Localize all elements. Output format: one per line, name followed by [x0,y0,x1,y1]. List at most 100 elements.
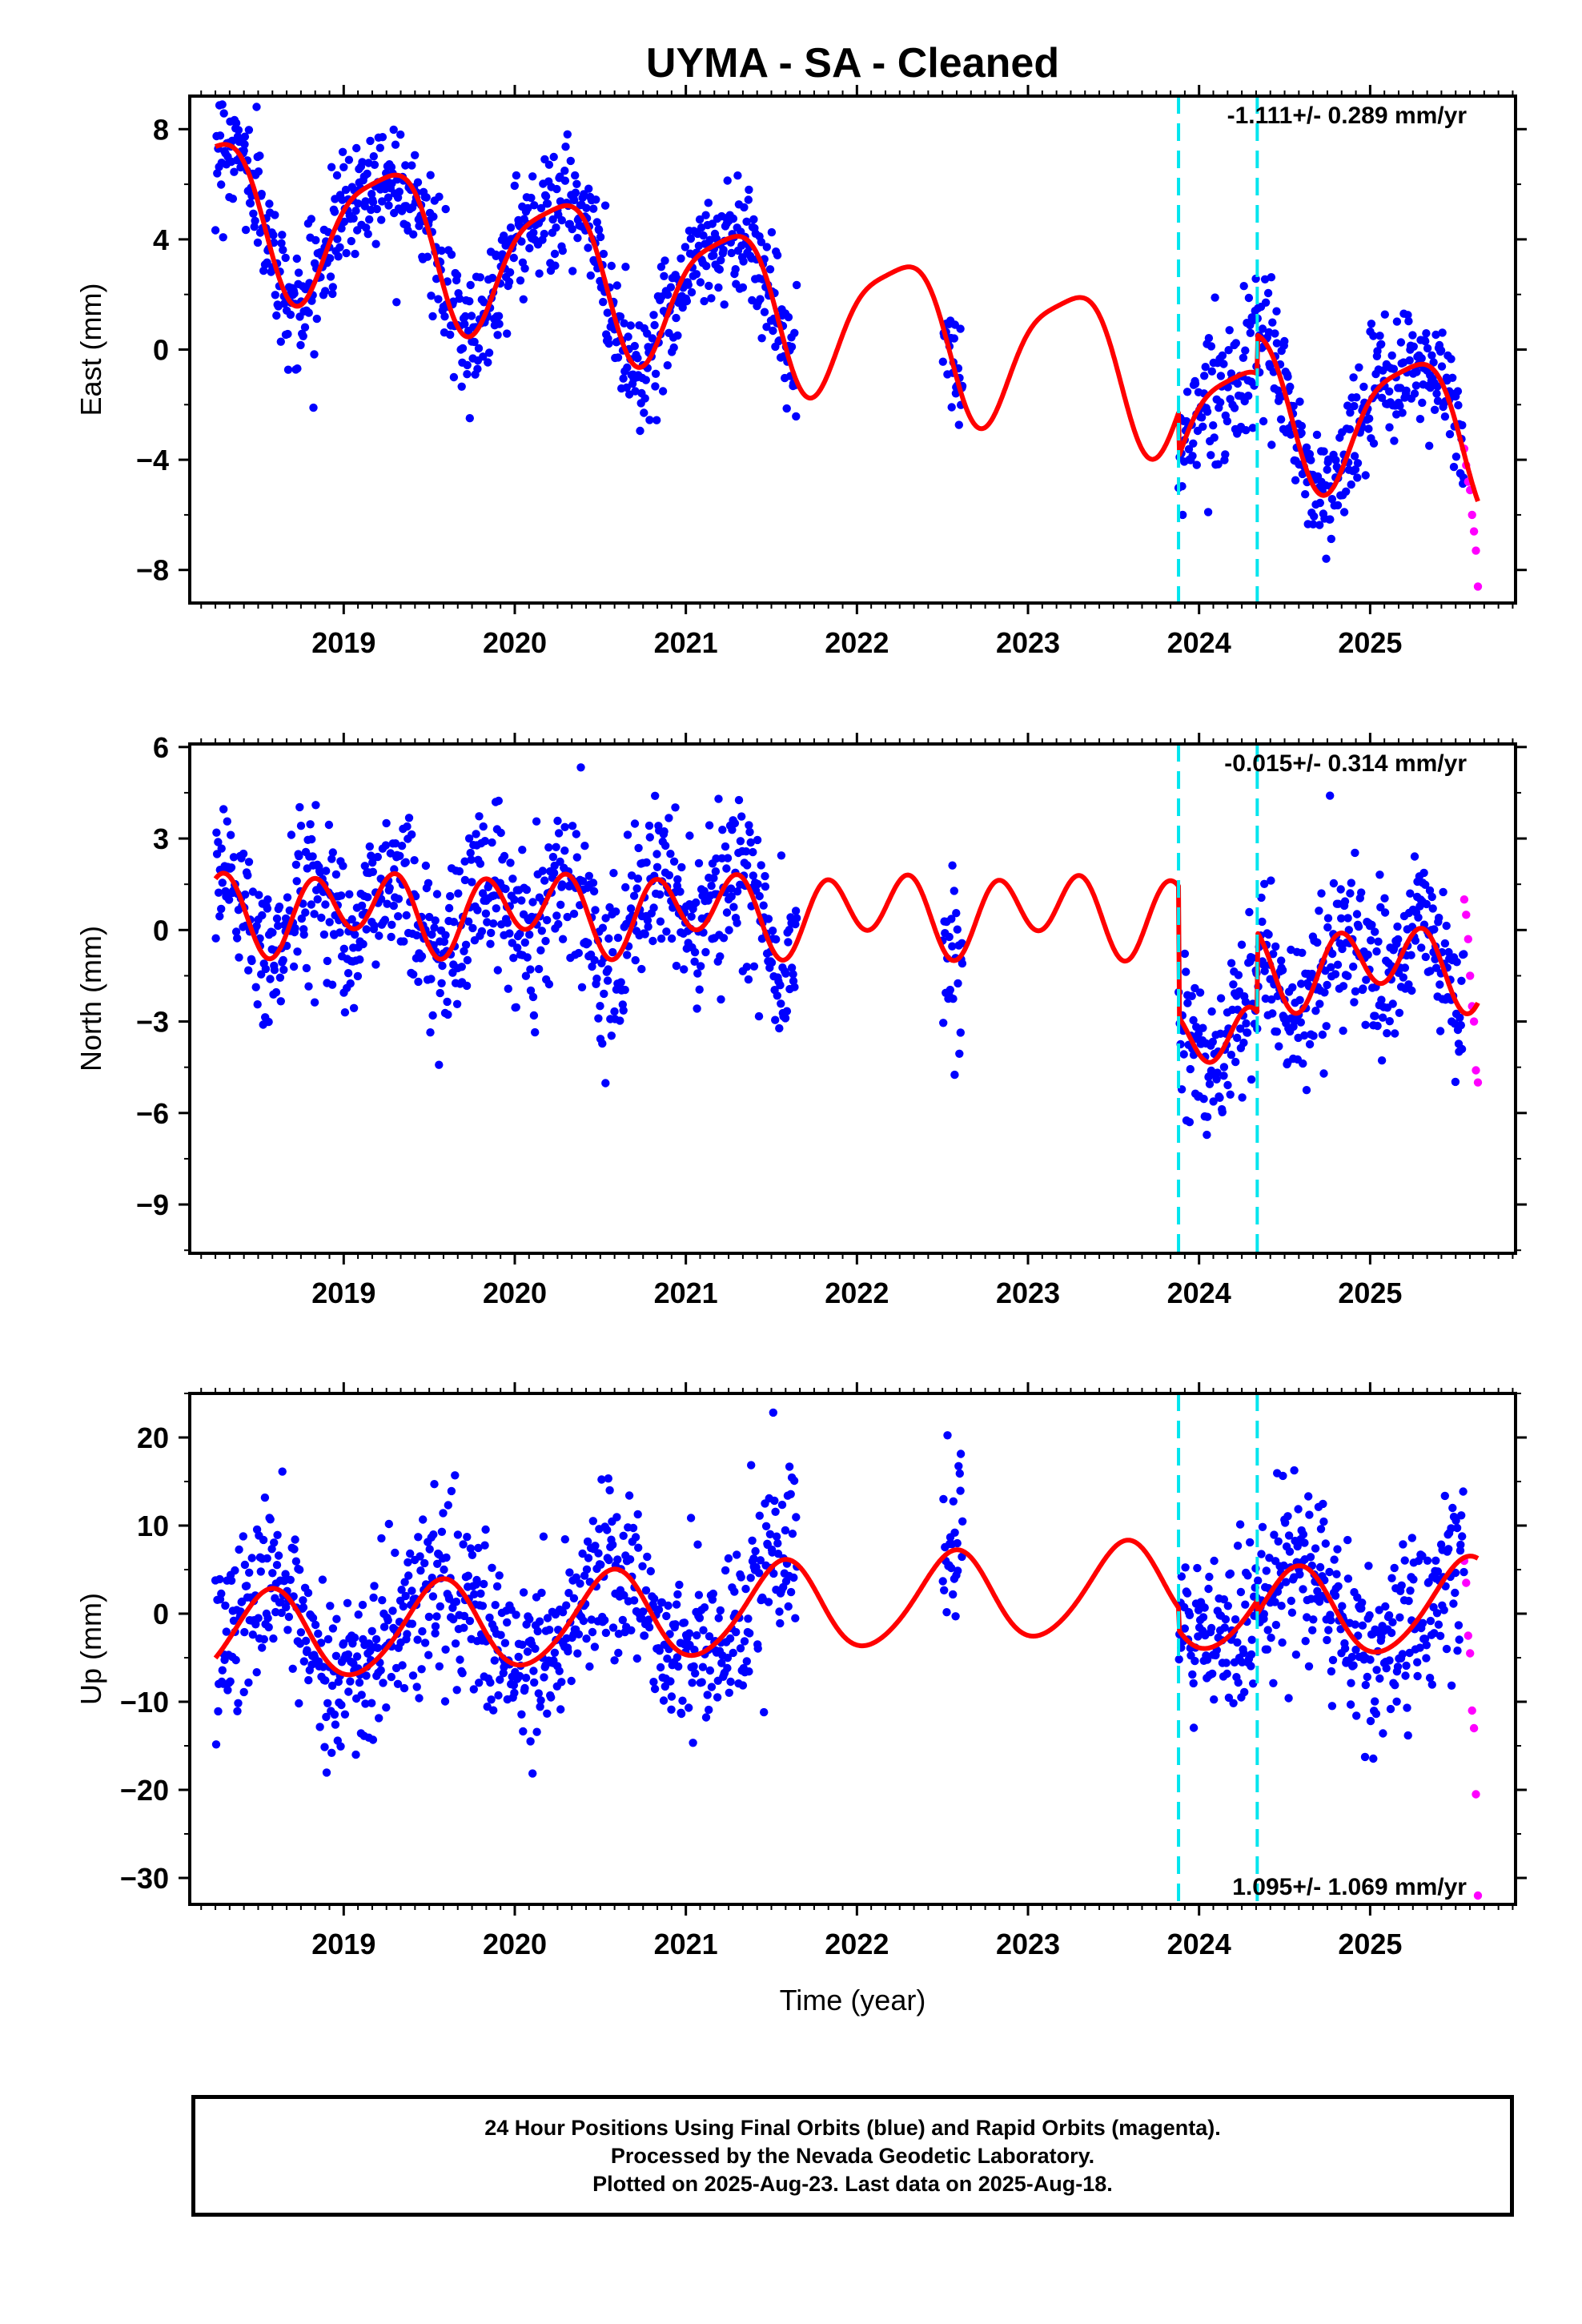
final-orbit-point [637,964,646,974]
final-orbit-point [365,842,374,851]
final-orbit-point [1306,1553,1315,1562]
final-orbit-point [1338,1602,1347,1610]
final-orbit-point [241,225,251,235]
final-orbit-point [486,1678,495,1687]
final-orbit-point [1231,1615,1240,1624]
final-orbit-point [1315,1562,1325,1572]
final-orbit-point [1257,1550,1266,1558]
final-orbit-point [223,817,231,826]
final-orbit-point [1358,1621,1367,1630]
final-orbit-point [677,862,686,872]
final-orbit-point [389,901,398,911]
final-orbit-point [260,1493,270,1502]
final-orbit-point [231,119,241,127]
x-ticks [200,1382,1514,1916]
final-orbit-point [444,1010,452,1019]
final-orbit-point [464,917,473,926]
final-orbit-point [558,935,568,943]
final-orbit-point [732,1627,741,1637]
final-orbit-point [754,1569,764,1578]
final-orbit-point [580,842,589,850]
final-orbit-point [554,829,564,838]
final-orbit-point [486,939,495,948]
final-orbit-point [437,979,446,988]
final-orbit-point [740,1637,749,1646]
final-orbit-point [1456,1540,1465,1550]
final-orbit-point [519,295,528,304]
final-orbit-point [532,817,541,826]
final-orbit-point [563,130,572,139]
final-orbit-point [465,414,474,423]
final-orbit-point [531,1644,540,1653]
x-tick-label: 2019 [311,1277,375,1309]
final-orbit-point [1209,421,1218,430]
rapid-orbit-point [1469,527,1479,536]
final-orbit-point [279,300,289,308]
rapid-orbit-point [1473,1078,1483,1087]
final-orbit-point [1340,897,1350,906]
final-orbit-point [217,904,226,914]
final-orbit-point [791,907,801,915]
final-orbit-point [560,176,570,185]
final-orbit-point [320,1743,329,1751]
final-orbit-point [580,1571,589,1580]
final-orbit-point [1349,962,1358,971]
x-tick-label: 2022 [825,1928,889,1960]
final-orbit-point [1241,1600,1250,1609]
final-orbit-point [1363,951,1372,959]
final-orbit-point [612,281,621,290]
final-orbit-point [400,937,408,946]
final-orbit-point [612,907,620,916]
final-orbit-point [234,1699,243,1707]
final-orbit-point [1452,958,1461,967]
final-orbit-point [717,995,725,1004]
final-orbit-point [1352,393,1361,402]
final-orbit-point [789,1476,799,1486]
final-orbit-point [594,1014,603,1023]
final-orbit-point [217,180,226,189]
final-orbit-point [644,821,654,830]
final-orbit-point [239,147,248,155]
final-orbit-point [1460,1567,1468,1577]
final-orbit-point [1342,487,1351,496]
final-orbit-point [241,890,250,899]
final-orbit-point [1395,401,1404,410]
final-orbit-point [1422,899,1431,909]
final-orbit-point [1422,1641,1431,1650]
model-curve [213,1538,1480,1678]
final-orbit-point [1354,922,1363,931]
final-orbit-point [408,830,416,839]
final-orbit-point [722,864,731,873]
final-orbit-point [1224,1693,1234,1703]
final-orbit-point [439,1509,448,1518]
final-orbit-point [671,803,680,812]
x-tick-label: 2019 [311,626,375,659]
final-orbit-point [1387,1574,1396,1582]
final-orbit-point [1223,383,1232,392]
final-orbit-point [388,1606,397,1615]
final-orbit-point [438,961,447,971]
final-orbit-point [1366,1655,1375,1664]
y-tick-label: 0 [153,914,169,947]
final-orbit-point [1327,495,1337,504]
final-orbit-point [557,1678,566,1687]
final-orbit-point [394,912,403,921]
final-orbit-point [1407,986,1416,995]
final-orbit-point [734,795,744,805]
final-orbit-point [1392,1697,1401,1706]
final-orbit-point [272,914,282,923]
final-orbit-point [640,394,649,403]
final-orbit-point [273,1530,282,1540]
final-orbit-point [1201,363,1210,372]
final-orbit-point [784,312,793,322]
final-orbit-point [271,1607,280,1617]
final-orbit-point [940,1586,949,1595]
final-orbit-point [509,253,518,263]
final-orbit-point [604,1555,613,1565]
final-orbit-point [1440,412,1450,421]
rapid-orbit-point [1460,895,1469,904]
final-orbit-point [242,1582,251,1590]
final-orbit-point [1343,1574,1353,1583]
final-orbit-point [693,1540,702,1549]
final-orbit-point [1323,465,1331,474]
